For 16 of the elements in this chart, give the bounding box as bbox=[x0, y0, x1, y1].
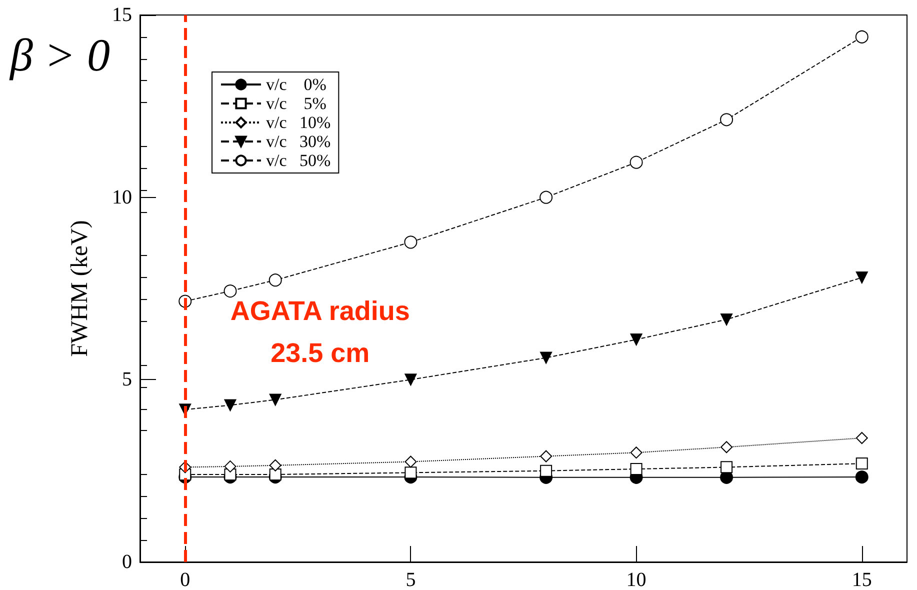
x-tick-label: 10 bbox=[626, 569, 646, 590]
y-tick-label: 10 bbox=[112, 186, 132, 208]
text: β > 0 bbox=[9, 30, 110, 80]
legend-label: v/c 50% bbox=[266, 151, 331, 170]
legend-label: v/c 0% bbox=[266, 75, 326, 94]
legend-label: v/c 10% bbox=[266, 113, 331, 132]
y-tick-label: 0 bbox=[122, 551, 132, 573]
y-tick-label: 5 bbox=[122, 368, 132, 391]
x-tick-label: 15 bbox=[852, 569, 872, 590]
legend-label: v/c 30% bbox=[266, 132, 331, 151]
x-tick-label: 0 bbox=[180, 569, 190, 590]
legend-label: v/c 5% bbox=[266, 94, 326, 113]
x-tick-label: 5 bbox=[406, 569, 416, 590]
y-axis-title: FWHM (keV) bbox=[67, 220, 93, 357]
y-tick-label: 15 bbox=[112, 4, 132, 26]
ref-line-label: AGATA radius 23.5 cm bbox=[230, 296, 410, 368]
